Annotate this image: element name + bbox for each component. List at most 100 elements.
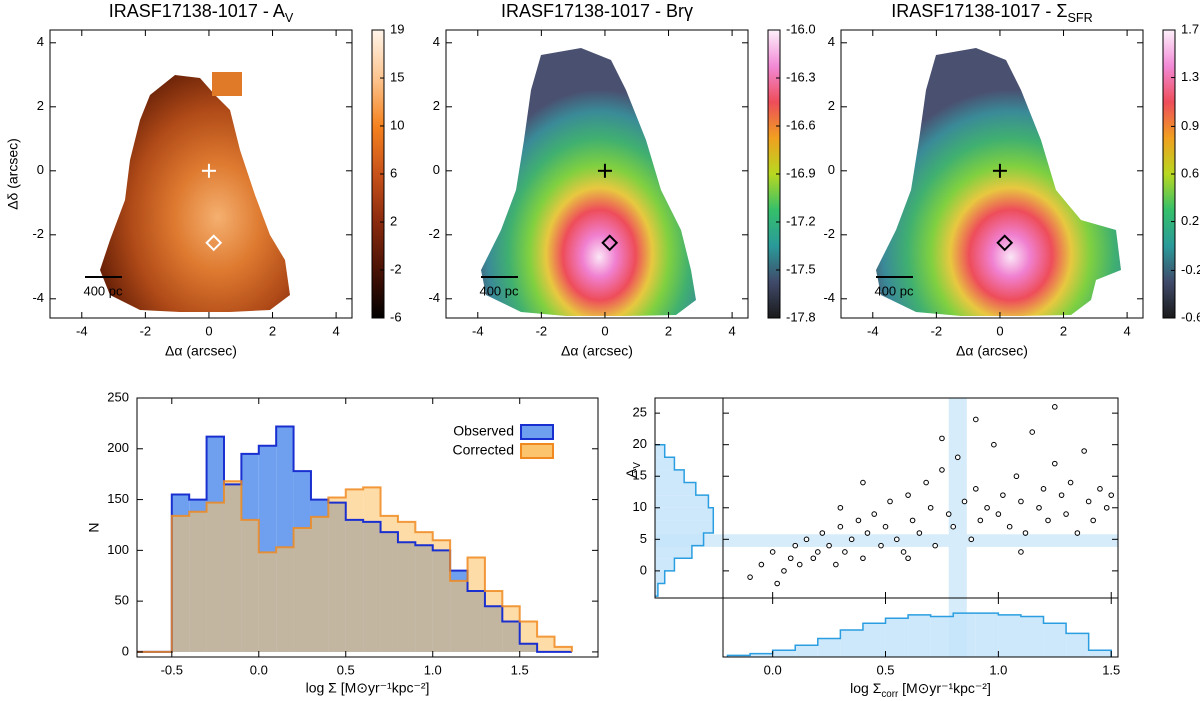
marginal-bar [655, 469, 685, 483]
x-tick-label: 0.0 [764, 662, 782, 677]
histogram-outline [137, 425, 572, 653]
chart-title-part: IRASF17138-1017 - Σ [891, 1, 1067, 21]
scatter-point [864, 530, 871, 536]
y-tick-label: 10 [633, 499, 647, 514]
histogram-bar [554, 646, 572, 652]
histogram-bar [328, 497, 346, 652]
map [876, 48, 1121, 316]
chart-title: IRASF17138-1017 - AV [109, 1, 294, 26]
histogram-bar [450, 580, 468, 652]
colorbar-tick-label: -16.3 [786, 69, 816, 84]
y-tick-label: 0 [37, 162, 44, 177]
marginal-bar [655, 533, 704, 546]
x-tick-label: 0 [205, 323, 212, 338]
scatter-point [758, 561, 765, 568]
axes-frame [722, 597, 1119, 658]
scatter-point [819, 530, 826, 536]
histogram-bar [258, 552, 277, 652]
marginal-bar [908, 614, 931, 657]
scatter-point [787, 555, 794, 562]
scatter-point [769, 549, 776, 555]
x-tick-label: -2 [931, 323, 943, 338]
scatter-point [977, 517, 984, 524]
histogram-bar [397, 521, 416, 652]
histogram-bar [537, 636, 555, 652]
marginal-outline [726, 612, 1112, 657]
annotation: 400 pc [83, 283, 123, 298]
x-tick-label: -0.5 [161, 662, 183, 677]
axes-frame [445, 29, 749, 319]
y-tick-label: -4 [428, 290, 440, 305]
histogram-bar [484, 590, 503, 652]
scatter-point [1052, 460, 1058, 467]
scatter-point [973, 486, 979, 492]
marginal-bar [1043, 623, 1067, 657]
legend-swatch [520, 443, 554, 459]
scatter-point [923, 479, 929, 486]
y-tick-label: 150 [107, 491, 129, 506]
marginal-bar [795, 645, 818, 657]
x-tick-label: 1.0 [989, 662, 1007, 677]
y-tick-label: 100 [107, 542, 129, 557]
scatter-point [900, 549, 907, 555]
legend-swatch [520, 424, 554, 440]
scatter-point [842, 549, 848, 555]
axes-frame [49, 29, 353, 319]
scatter-point [1006, 523, 1013, 530]
y-tick-label: 250 [107, 389, 129, 404]
y-tick-label: 200 [107, 440, 129, 455]
marginal-bar [655, 520, 714, 534]
map [85, 72, 290, 312]
marginal-outline [655, 443, 715, 597]
colorbar-tick-label: -17.5 [786, 261, 816, 276]
x-axis-label-part: [M⊙yr⁻¹kpc⁻²] [898, 680, 991, 696]
colorbar-tick-label: 1.7 [1181, 21, 1199, 36]
y-tick-label: -4 [32, 290, 44, 305]
marginal-bar [655, 570, 665, 584]
scatter-point [815, 549, 821, 555]
scatter-point [894, 536, 900, 543]
diamond-marker [601, 234, 619, 252]
scatter-point [1022, 530, 1029, 536]
scatter-point [860, 479, 866, 486]
histogram-bar [432, 540, 451, 652]
histogram-outline [137, 480, 573, 653]
y-tick-label: 4 [433, 34, 440, 49]
annotation: 400 pc [874, 283, 914, 298]
scatter-point [1029, 429, 1036, 435]
scatter-point [939, 467, 945, 473]
colorbar-tick-label: 0.9 [1181, 118, 1199, 133]
chart-title-part: IRASF17138-1017 - A [109, 1, 285, 21]
histogram-bar [467, 557, 485, 652]
colorbar-tick-label: -0.2 [1181, 262, 1200, 277]
x-tick-label: 4 [332, 323, 339, 338]
scatter-point [796, 561, 803, 568]
histogram-bar [189, 511, 207, 652]
colorbar-tick-label: -2 [390, 261, 402, 276]
chart-title-part: SFR [1068, 11, 1093, 25]
marginal-bar [655, 545, 692, 559]
scatter-point [961, 498, 968, 505]
scatter-point [1063, 511, 1069, 517]
colorbar-tick-label: -16.9 [786, 165, 816, 180]
y-tick-label: 2 [433, 98, 440, 113]
y-tick-label: 2 [828, 98, 835, 113]
map [481, 48, 696, 316]
colorbar-tick-label: 2 [390, 213, 397, 228]
colorbar-tick-label: -17.2 [786, 213, 816, 228]
y-tick-label: 0 [640, 562, 647, 577]
scatter-point [1036, 504, 1042, 511]
scatter-point [792, 542, 799, 549]
marginal-bar [1066, 633, 1089, 657]
chart-title-part: IRASF17138-1017 - Brγ [501, 1, 693, 21]
scatter-point [939, 435, 945, 442]
x-tick-label: 0.0 [250, 662, 268, 677]
x-tick-label: 2 [1060, 323, 1067, 338]
colorbar-tick-label: 0.6 [1181, 165, 1199, 180]
x-tick-label: -4 [472, 323, 484, 338]
scatter-point [878, 542, 884, 549]
scatter-point [950, 523, 957, 530]
scatter-point [1097, 486, 1103, 492]
histogram-bar [415, 532, 433, 652]
marginal-bar [975, 613, 999, 657]
